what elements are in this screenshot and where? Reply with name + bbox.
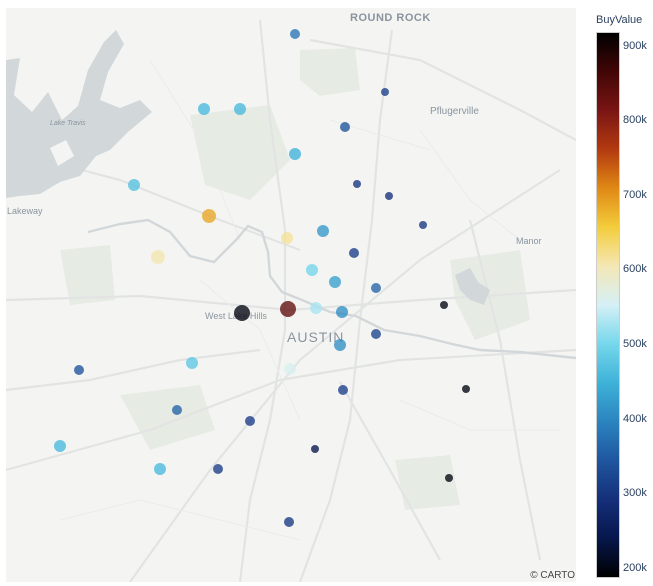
data-point[interactable] xyxy=(371,329,381,339)
map[interactable]: ROUND ROCK Pflugerville Lake Travis Lake… xyxy=(0,0,590,586)
roads xyxy=(6,19,576,582)
colorbar-tick: 300k xyxy=(623,487,647,500)
colorbar-tick: 900k xyxy=(623,39,647,52)
data-point[interactable] xyxy=(154,463,166,475)
data-point[interactable] xyxy=(186,357,198,369)
data-point[interactable] xyxy=(336,306,348,318)
data-point[interactable] xyxy=(317,225,329,237)
data-point[interactable] xyxy=(340,122,350,132)
data-point[interactable] xyxy=(128,179,140,191)
data-point[interactable] xyxy=(329,276,341,288)
data-point[interactable] xyxy=(338,385,348,395)
data-point[interactable] xyxy=(234,305,250,321)
colorbar-tick: 800k xyxy=(623,114,647,127)
colorbar-tick: 500k xyxy=(623,337,647,350)
data-point[interactable] xyxy=(334,339,346,351)
colorbar-tick: 400k xyxy=(623,412,647,425)
data-point[interactable] xyxy=(234,103,246,115)
data-point[interactable] xyxy=(385,192,393,200)
data-point[interactable] xyxy=(419,221,427,229)
parks xyxy=(60,48,530,510)
data-point[interactable] xyxy=(306,264,318,276)
data-point[interactable] xyxy=(284,517,294,527)
data-point[interactable] xyxy=(381,88,389,96)
data-point[interactable] xyxy=(462,385,470,393)
colorbar-tick: 600k xyxy=(623,263,647,276)
data-point[interactable] xyxy=(213,464,223,474)
data-point[interactable] xyxy=(311,445,319,453)
data-point[interactable] xyxy=(440,301,448,309)
data-point[interactable] xyxy=(353,180,361,188)
data-point[interactable] xyxy=(290,29,300,39)
data-point[interactable] xyxy=(289,148,301,160)
data-point[interactable] xyxy=(445,474,453,482)
data-point[interactable] xyxy=(198,103,210,115)
label-austin: AUSTIN xyxy=(287,329,344,345)
data-point[interactable] xyxy=(284,363,296,375)
lake-travis xyxy=(6,30,152,198)
label-lake-travis: Lake Travis xyxy=(50,120,86,127)
map-attribution: © CARTO xyxy=(530,570,575,581)
data-point[interactable] xyxy=(349,248,359,258)
data-point[interactable] xyxy=(74,365,84,375)
colorado-river xyxy=(87,218,576,360)
data-point[interactable] xyxy=(371,283,381,293)
data-points xyxy=(54,29,470,527)
colorbar-title: BuyValue xyxy=(596,14,643,26)
label-round-rock: ROUND ROCK xyxy=(350,12,431,24)
lake-walter xyxy=(455,268,490,305)
data-point[interactable] xyxy=(310,302,322,314)
colorbar xyxy=(596,32,620,578)
label-pflugerville: Pflugerville xyxy=(430,106,479,117)
colorbar-tick: 200k xyxy=(623,561,647,574)
data-point[interactable] xyxy=(245,416,255,426)
label-lakeway: Lakeway xyxy=(7,206,43,216)
colorbar-tick: 700k xyxy=(623,188,647,201)
data-point[interactable] xyxy=(280,301,296,317)
label-manor: Manor xyxy=(516,236,542,246)
data-point[interactable] xyxy=(54,440,66,452)
data-point[interactable] xyxy=(202,209,216,223)
data-point[interactable] xyxy=(172,405,182,415)
data-point[interactable] xyxy=(281,232,293,244)
data-point[interactable] xyxy=(151,250,165,264)
